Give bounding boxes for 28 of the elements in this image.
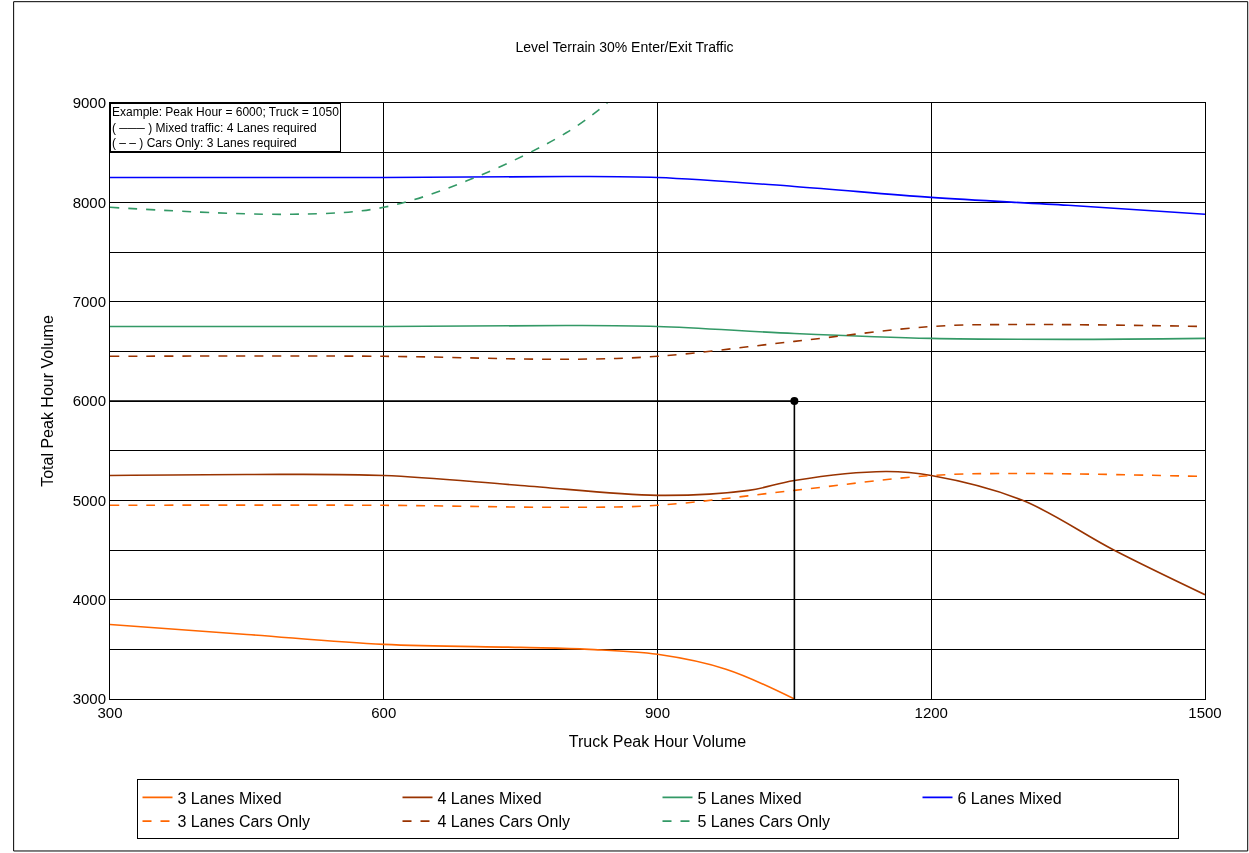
line-series (110, 324, 1205, 341)
x-axis-title: Truck Peak Hour Volume (568, 732, 747, 750)
x-tick-label: 900 (644, 704, 671, 721)
legend-label: 5 Lanes Cars Only (697, 813, 831, 831)
x-tick-label: 1500 (1188, 704, 1222, 721)
line-series (110, 175, 1205, 216)
x-tick-label: 1200 (914, 704, 948, 721)
y-tick-label: 8000 (72, 193, 106, 211)
y-tick-label: 4000 (72, 590, 106, 608)
legend-label: 5 Lanes Mixed (697, 789, 802, 807)
legend-label: 3 Lanes Cars Only (177, 813, 311, 831)
x-tick-label: 600 (371, 704, 397, 721)
legend-label: 6 Lanes Mixed (957, 789, 1062, 807)
y-axis-title: Total Peak Hour Volume (38, 315, 56, 487)
legend-label: 4 Lanes Mixed (437, 789, 542, 807)
annotation: ( ‒ ‒ ) Cars Only: 3 Lanes required (112, 136, 297, 151)
y-tick-label: 7000 (72, 292, 106, 310)
y-tick-label: 5000 (72, 491, 106, 509)
y-tick-label: 6000 (72, 392, 106, 410)
annotation: ( ─── ) Mixed traffic: 4 Lanes required (112, 120, 317, 135)
line-series (110, 103, 609, 216)
chart-title: Level Terrain 30% Enter/Exit Traffic (515, 39, 734, 56)
line-series (110, 470, 1205, 596)
y-tick-label: 9000 (72, 94, 106, 112)
legend-label: 4 Lanes Cars Only (437, 813, 571, 831)
legend-label: 3 Lanes Mixed (177, 789, 282, 807)
annotation: Example: Peak Hour = 6000; Truck = 1050 (112, 105, 340, 119)
line-series (110, 623, 796, 699)
